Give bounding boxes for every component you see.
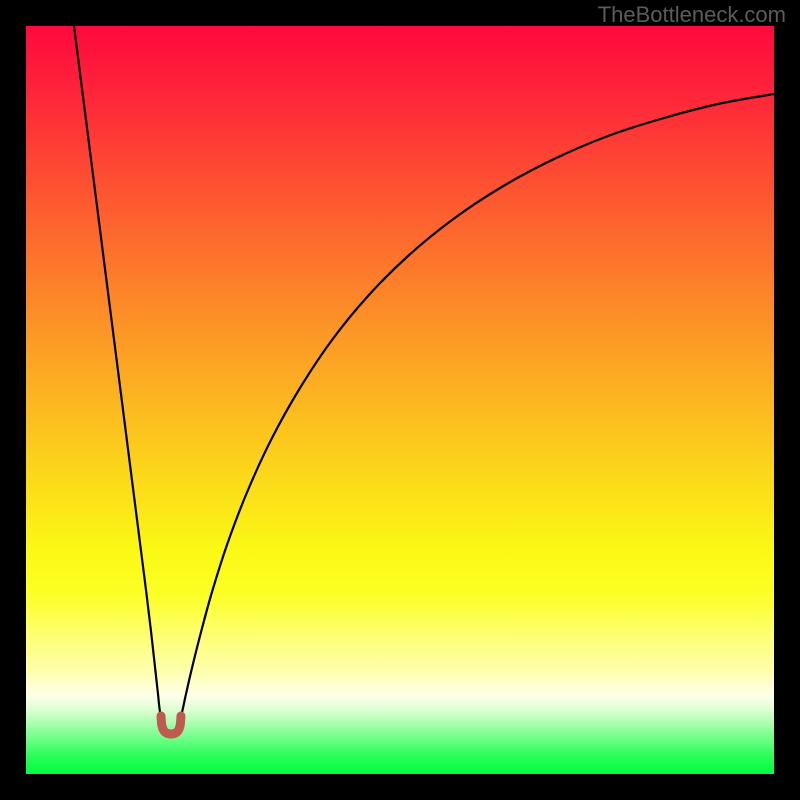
bottleneck-curve-chart [0, 0, 800, 800]
gradient-background [26, 26, 774, 774]
watermark-text: TheBottleneck.com [598, 2, 786, 28]
chart-stage: TheBottleneck.com [0, 0, 800, 800]
